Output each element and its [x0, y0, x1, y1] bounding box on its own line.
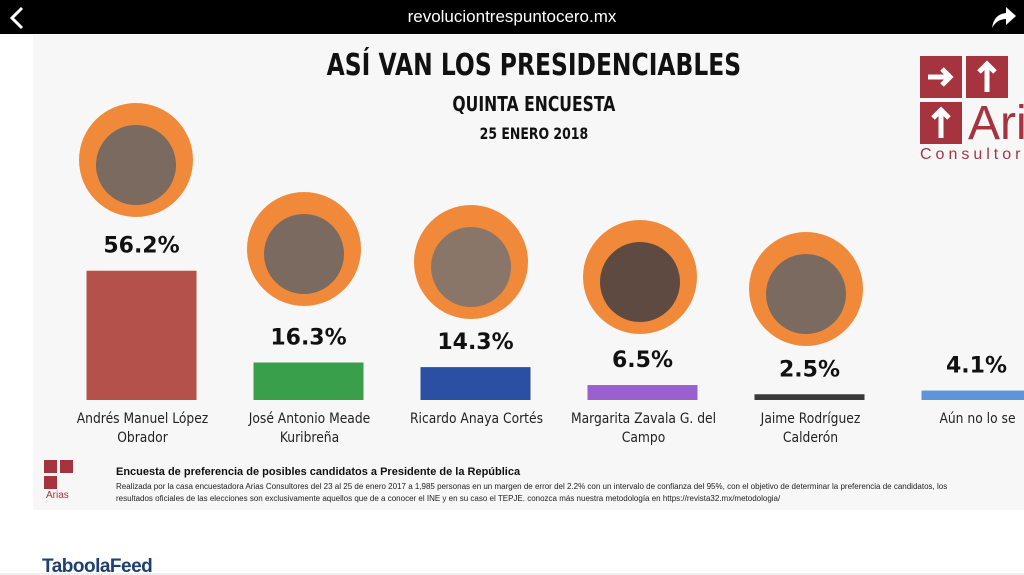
- bar: [420, 367, 531, 400]
- chart-title: ASÍ VAN LOS PRESIDENCIABLES: [326, 48, 742, 83]
- category-label: Andrés Manuel López Obrador: [76, 411, 208, 446]
- footer-line: resultados oficiales de las elecciones s…: [116, 494, 781, 503]
- bar: [754, 394, 865, 400]
- value-label: 56.2%: [103, 234, 179, 259]
- chart-date: 25 ENERO 2018: [479, 124, 589, 143]
- value-label: 2.5%: [779, 357, 840, 382]
- category-label: Aún no lo se: [938, 411, 1016, 427]
- footer-line: Realizada por la casa encuestadora Arias…: [116, 482, 948, 491]
- feed-label[interactable]: TaboolaFeed: [42, 556, 153, 575]
- bar: [587, 385, 698, 400]
- category-label: Jaime Rodríguez Calderón: [760, 411, 860, 446]
- logo-tagline: Consultores: [920, 146, 1024, 163]
- category-label: Margarita Zavala G. del Campo: [570, 411, 716, 446]
- portraits: [79, 103, 863, 346]
- bar: [921, 390, 1024, 400]
- footer-heading: Encuesta de preferencia de posibles cand…: [116, 466, 521, 478]
- value-label: 16.3%: [270, 326, 346, 351]
- value-label: 4.1%: [946, 354, 1007, 379]
- url[interactable]: revoluciontrespuntocero.mx: [407, 7, 617, 26]
- category-label: Ricardo Anaya Cortés: [409, 411, 543, 427]
- share-button[interactable]: [992, 7, 1016, 28]
- logo-icon: [44, 56, 1008, 489]
- category-label: José Antonio Meade Kuribreña: [248, 411, 370, 446]
- browser-bar: revoluciontrespuntocero.mx: [0, 0, 1024, 34]
- back-button[interactable]: [9, 6, 24, 30]
- bar: [86, 270, 197, 400]
- logo-name: Arias: [968, 97, 1024, 150]
- value-label: 6.5%: [612, 348, 673, 373]
- bar: [253, 362, 364, 400]
- value-label: 14.3%: [437, 330, 513, 355]
- chart-subtitle: QUINTA ENCUESTA: [452, 92, 616, 116]
- footer-logo-name: Arias: [46, 490, 69, 501]
